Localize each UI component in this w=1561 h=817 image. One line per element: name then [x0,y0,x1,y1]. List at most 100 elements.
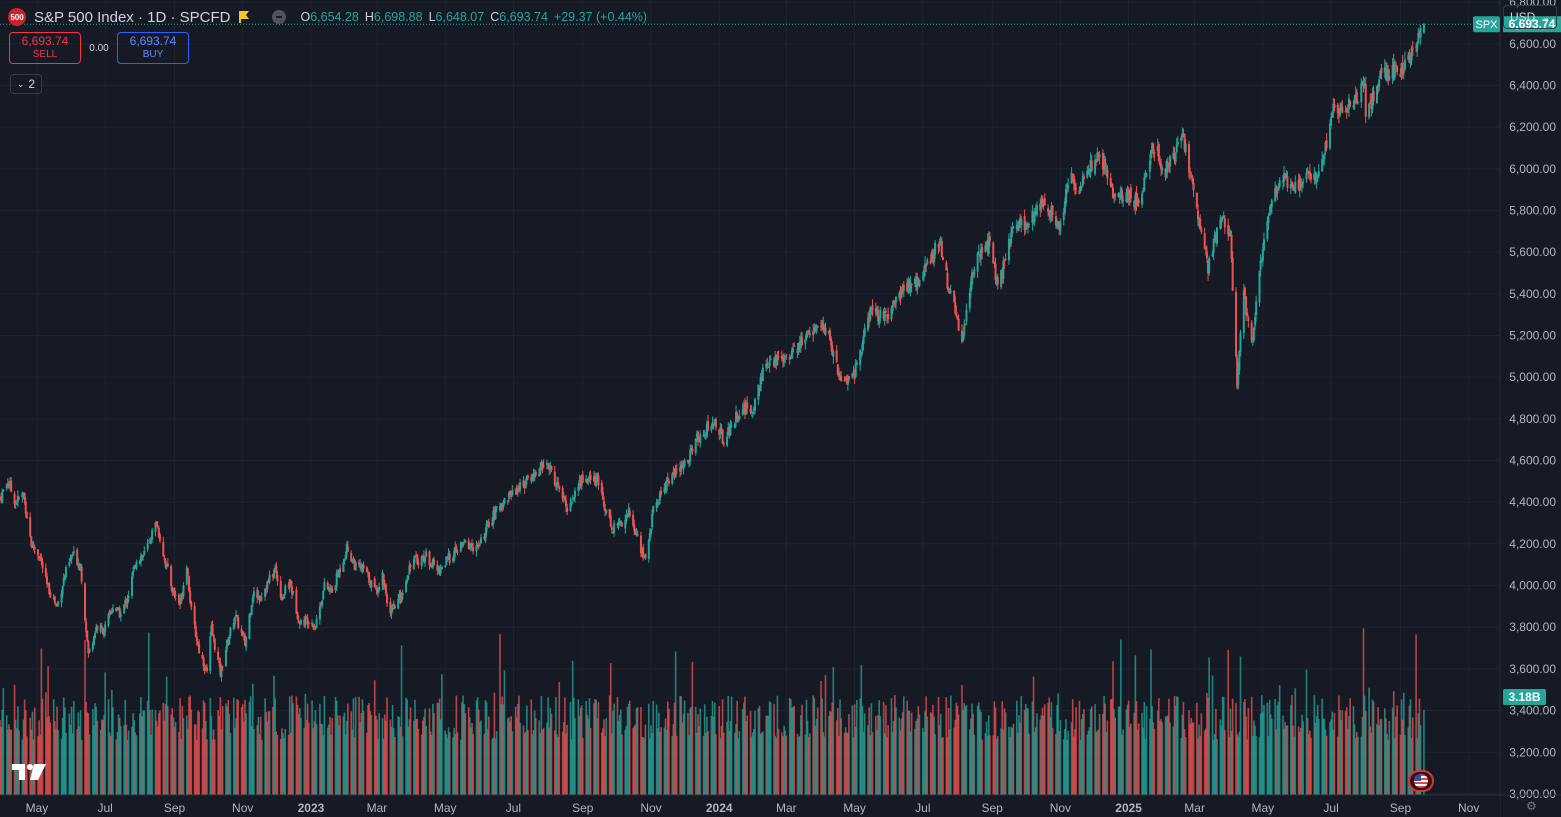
volume-bar [186,715,188,795]
candle-body [937,244,940,248]
candle-body [85,621,88,633]
volume-bar [196,739,198,795]
candle-body [605,509,608,514]
candle-body [530,477,533,482]
candle-body [154,522,157,532]
candle-body [2,490,5,492]
candle-body [228,636,231,645]
candle-body [1308,171,1311,174]
candle-body [1396,66,1399,73]
candle-body [157,527,160,537]
volume-bar [1321,698,1323,795]
settings-gear-icon[interactable]: ⚙ [1526,799,1537,813]
volume-bar [446,738,449,795]
candle-body [233,616,236,625]
volume-bar [1027,708,1029,795]
candle-body [104,624,107,633]
candle-body [600,482,603,494]
flag-icon[interactable] [238,10,250,24]
candle-body [219,662,222,676]
volume-bar [804,734,807,795]
volume-bar [649,738,651,795]
candle-body [32,543,35,548]
candle-body [111,609,114,612]
volume-bar [125,724,128,795]
volume-bar [367,705,369,795]
us-flag-icon[interactable] [1408,770,1434,792]
volume-bar [49,722,52,795]
volume-bar [757,708,760,795]
volume-bar [534,718,537,795]
volume-bar [467,707,470,795]
candle-body [342,562,345,572]
candle-body [196,641,199,645]
candle-body [597,475,600,486]
volume-bar [1323,718,1326,795]
candle-body [182,585,185,597]
candle-body [1341,107,1344,113]
candle-body [1028,223,1031,225]
candle-body [1066,185,1069,189]
candle-body [1410,47,1413,61]
volume-bar [193,724,196,795]
candle-body [737,418,740,420]
candle-body [156,525,159,527]
volume-bar [1098,714,1101,795]
volume-bar [319,703,321,795]
candle-body [23,492,26,500]
candle-body [981,247,984,253]
currency-select[interactable]: USD ⌄ [1503,5,1557,29]
candle-body [421,556,424,558]
volume-bar [79,710,82,795]
sp500-logo[interactable]: 500 [8,8,26,26]
tradingview-logo-icon[interactable] [12,763,46,781]
candle-body [1325,140,1328,149]
candle-body [519,482,522,491]
volume-bar [488,716,490,795]
price-tick-label: 6,400.00 [1509,78,1556,92]
volume-bar [445,734,448,795]
candle-body [1275,186,1278,196]
indicators-toggle[interactable]: ⌄ 2 [10,74,42,94]
hide-icon[interactable] [272,10,287,24]
volume-bar [499,634,501,795]
volume-bar [862,731,865,795]
volume-bar [658,712,660,795]
volume-bar [219,697,222,795]
volume-bar [738,730,741,795]
volume-bar [641,736,643,795]
candle-body [835,350,838,362]
volume-bar [143,710,146,795]
sell-button[interactable]: 6,693.74 SELL [9,32,81,64]
candle-body [61,586,64,595]
volume-bar [203,702,206,795]
volume-bar [730,696,733,795]
candle-body [1353,98,1356,105]
close-label: C [490,10,500,24]
candle-body [690,447,693,451]
candle-body [861,343,864,351]
candle-body [617,521,620,526]
volume-bar [343,712,346,795]
candle-body [1047,208,1050,212]
buy-button[interactable]: 6,693.74 BUY [117,32,189,64]
volume-bar [92,709,94,795]
volume-bar [751,732,754,795]
volume-bar [1180,738,1183,795]
volume-bar [892,720,895,795]
volume-bar [456,732,459,795]
volume-bar [1203,730,1206,795]
volume-bar [994,707,997,795]
volume-bar [1056,705,1058,795]
symbol-title[interactable]: S&P 500 Index · 1D · SPCFD [34,8,231,26]
candle-body [345,544,348,555]
volume-bar [821,698,823,795]
volume-bar [17,706,19,795]
price-tick-label: 4,600.00 [1509,454,1556,468]
volume-bar [961,685,963,795]
volume-bar [1293,736,1295,795]
candle-body [328,589,331,591]
volume-bar [890,698,893,795]
candle-body [1258,270,1261,303]
